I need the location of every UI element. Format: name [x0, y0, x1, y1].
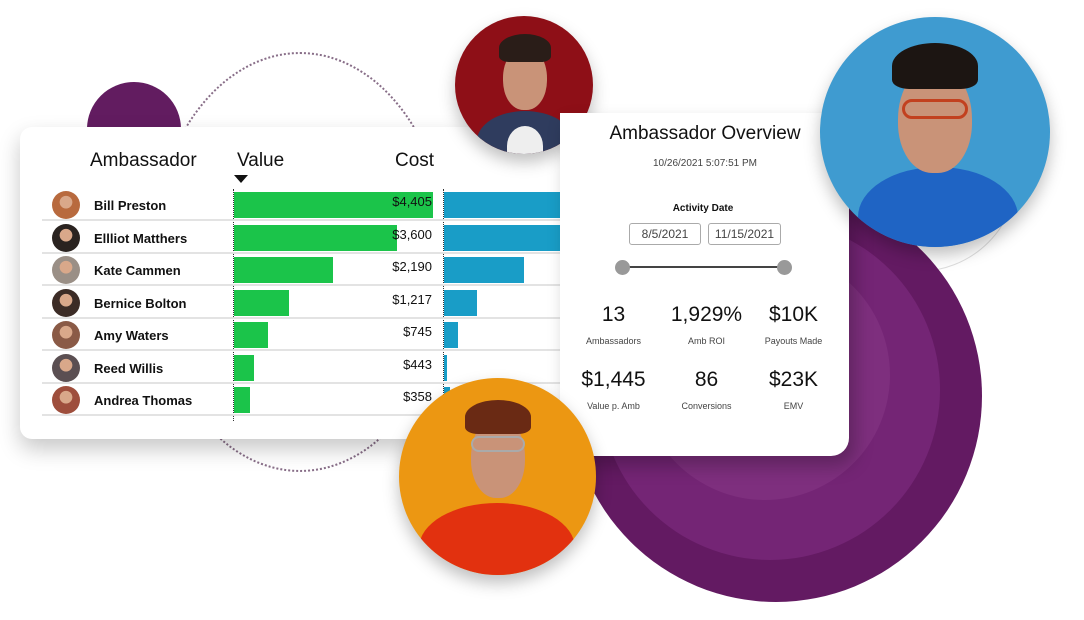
- cost-bar: [444, 289, 477, 316]
- cost-axis-line: [443, 189, 444, 421]
- value-bar: [234, 224, 397, 251]
- value-label: $358: [403, 389, 432, 404]
- table-row[interactable]: Amy Waters $745: [42, 319, 580, 351]
- column-header-ambassador[interactable]: Ambassador: [90, 150, 197, 171]
- avatar: [52, 386, 80, 414]
- photo-man-blue-background: [820, 17, 1050, 247]
- table-row[interactable]: Ellliot Matthers $3,600: [42, 222, 580, 254]
- kpi-conversions: 86 Conversions: [681, 368, 732, 411]
- value-bar: [234, 257, 333, 283]
- value-bar: [234, 387, 250, 413]
- value-bar: [234, 192, 433, 218]
- value-bar: [234, 354, 254, 381]
- avatar: [52, 223, 80, 252]
- kpi-emv: $23K EMV: [768, 368, 819, 411]
- cost-bar: [444, 224, 580, 251]
- avatar: [52, 191, 80, 219]
- value-axis-line: [233, 189, 234, 421]
- value-label: $4,405: [392, 194, 432, 209]
- table-row[interactable]: Bill Preston $4,405: [42, 189, 580, 221]
- avatar: [52, 321, 80, 349]
- value-label: $3,600: [392, 226, 432, 242]
- avatar: [52, 256, 80, 284]
- date-range-slider-track[interactable]: [623, 266, 786, 268]
- avatar: [52, 288, 80, 317]
- column-header-cost[interactable]: Cost: [395, 150, 435, 171]
- cost-bar: [444, 322, 458, 348]
- table-row[interactable]: Reed Willis $443: [42, 352, 580, 384]
- ambassador-name: Bernice Bolton: [94, 295, 187, 311]
- avatar: [52, 353, 80, 382]
- table-row[interactable]: Bernice Bolton $1,217: [42, 287, 580, 319]
- value-bar: [234, 289, 289, 316]
- cost-bar: [444, 257, 524, 283]
- ambassador-name: Reed Willis: [94, 360, 164, 376]
- overview-card: Ambassador Overview 10/26/2021 5:07:51 P…: [560, 113, 849, 456]
- sort-descending-icon[interactable]: [234, 175, 248, 183]
- value-bar: [234, 322, 268, 348]
- ambassador-name: Bill Preston: [94, 198, 167, 213]
- ambassador-name: Ellliot Matthers: [94, 230, 188, 246]
- start-date-input[interactable]: 8/5/2021: [629, 223, 701, 245]
- kpi-payouts-made: $10K Payouts Made: [764, 303, 823, 346]
- activity-date-label: Activity Date: [672, 203, 734, 214]
- kpi-amb-roi: 1,929% Amb ROI: [670, 303, 743, 346]
- end-date-input[interactable]: 11/15/2021: [708, 223, 781, 245]
- ambassador-name: Andrea Thomas: [94, 393, 193, 408]
- date-range-end-handle[interactable]: [777, 260, 792, 275]
- kpi-value-per-amb: $1,445 Value p. Amb: [581, 368, 646, 411]
- cost-bar: [444, 354, 447, 381]
- value-label: $745: [403, 324, 432, 339]
- kpi-ambassadors: 13 Ambassadors: [585, 303, 642, 346]
- value-label: $2,190: [392, 259, 432, 274]
- overview-title: Ambassador Overview: [609, 123, 801, 144]
- date-range-start-handle[interactable]: [615, 260, 630, 275]
- value-label: $1,217: [392, 291, 432, 307]
- cost-bar: [444, 192, 580, 218]
- value-label: $443: [403, 356, 432, 372]
- overview-timestamp: 10/26/2021 5:07:51 PM: [653, 158, 757, 169]
- column-header-value[interactable]: Value: [237, 150, 285, 171]
- ambassador-name: Amy Waters: [94, 328, 169, 343]
- table-row[interactable]: Kate Cammen $2,190: [42, 254, 580, 286]
- photo-woman-orange-background: [399, 378, 596, 575]
- ambassador-name: Kate Cammen: [94, 263, 181, 278]
